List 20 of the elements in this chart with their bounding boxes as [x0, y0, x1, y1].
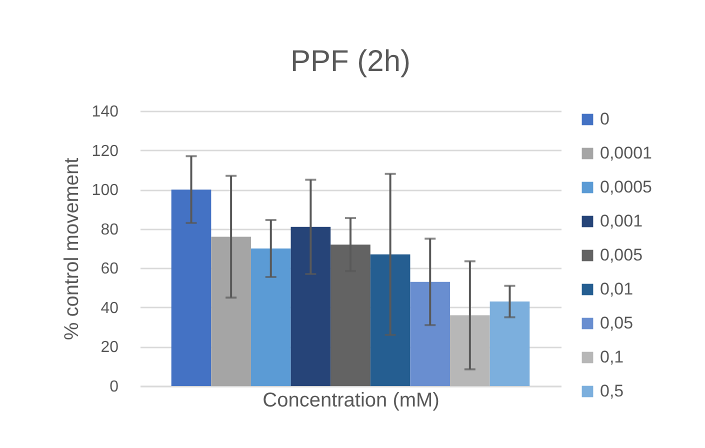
y-tick-label: 20	[100, 339, 119, 356]
y-tick-label: 120	[92, 142, 119, 160]
legend-label: 0,05	[600, 314, 634, 332]
y-tick-label: 60	[100, 260, 119, 278]
y-tick-label: 100	[92, 182, 119, 200]
chart-title: PPF (2h)	[290, 45, 411, 78]
y-tick-label: 80	[100, 221, 119, 238]
legend-label: 0,1	[600, 348, 624, 366]
y-tick-label: 0	[110, 378, 119, 396]
x-axis-title: Concentration (mM)	[262, 390, 440, 412]
y-tick-label: 140	[92, 104, 119, 120]
legend-label: 0,0005	[600, 178, 652, 196]
legend-label: 0,001	[600, 212, 643, 230]
legend-label: 0,005	[600, 246, 643, 264]
legend-label: 0,01	[600, 280, 634, 298]
y-axis-title: % control movement	[60, 157, 83, 340]
legend-label: 0	[600, 110, 610, 128]
legend-label: 0,0001	[600, 144, 652, 162]
legend-label: 0,5	[600, 382, 624, 400]
y-tick-label: 40	[100, 300, 119, 317]
